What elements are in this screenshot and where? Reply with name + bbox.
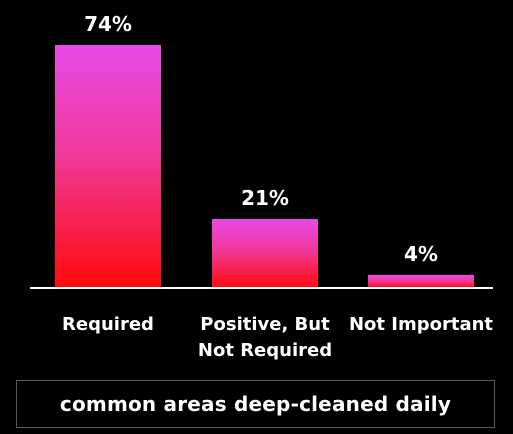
category-label-3: Not Important bbox=[349, 314, 493, 335]
caption-box: common areas deep-cleaned daily bbox=[16, 380, 495, 428]
bar-1 bbox=[55, 45, 161, 288]
value-labels-group: 74% 21% 4% bbox=[84, 12, 438, 266]
chart-caption: common areas deep-cleaned daily bbox=[59, 392, 452, 416]
value-label-3: 4% bbox=[404, 242, 438, 266]
bars-group bbox=[55, 45, 474, 288]
bar-chart: 74% 21% 4% Required Positive, But Not Requir… bbox=[30, 12, 493, 361]
category-label-1: Required bbox=[62, 314, 154, 335]
category-label-2-line-1: Positive, But bbox=[200, 314, 330, 335]
bar-2 bbox=[212, 219, 318, 288]
value-label-1: 74% bbox=[84, 12, 132, 36]
category-label-2-line-2: Not Required bbox=[198, 340, 332, 361]
value-label-2: 21% bbox=[241, 186, 289, 210]
bar-3 bbox=[368, 274, 474, 288]
category-labels-group: Required Positive, But Not Required Not Imp… bbox=[62, 314, 493, 361]
